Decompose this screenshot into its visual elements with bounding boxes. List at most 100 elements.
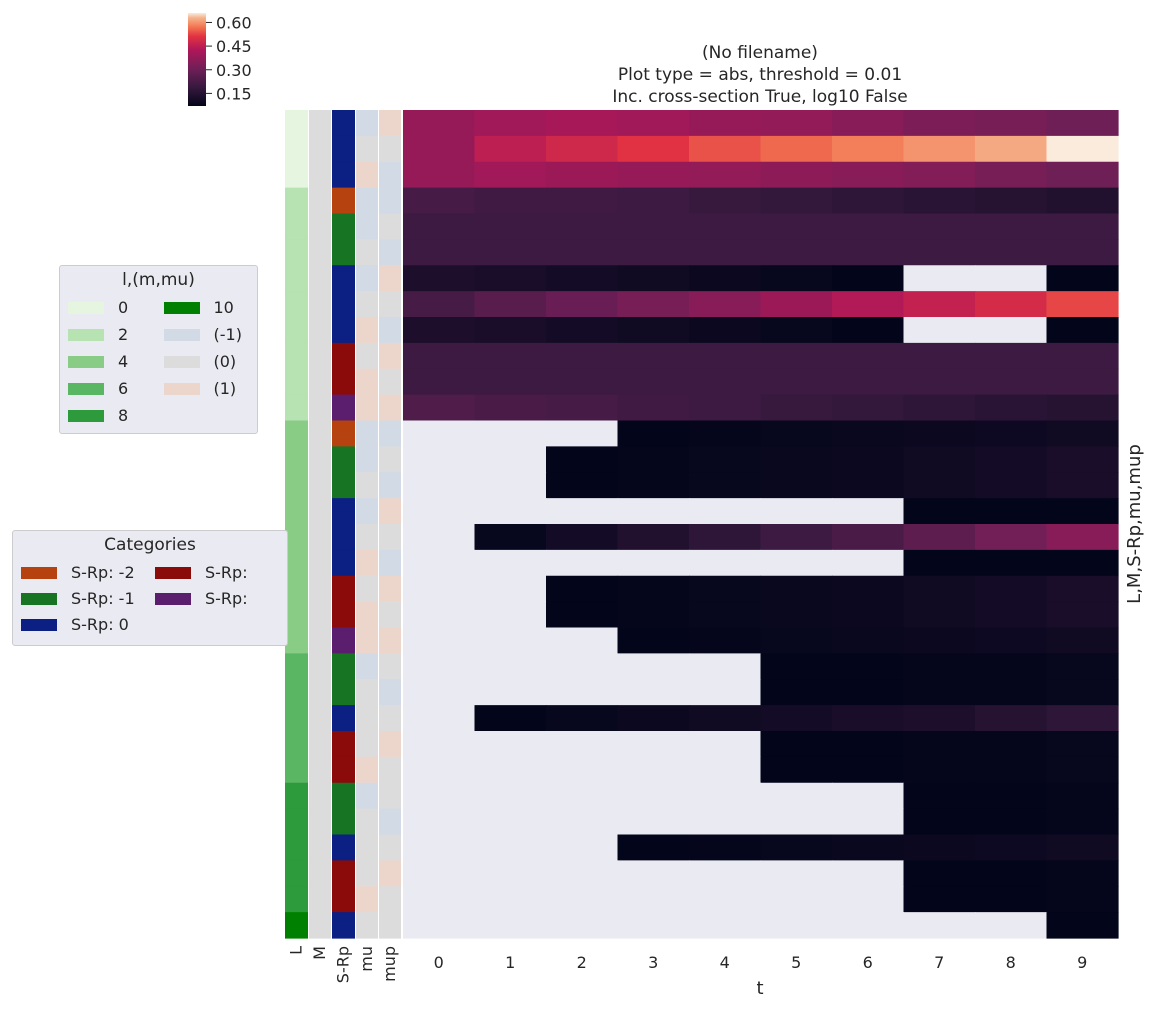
x-tick-label: 4 <box>720 953 730 972</box>
row-color-annotations <box>285 110 401 939</box>
legend-item: (0) <box>163 350 250 373</box>
heatmap-cell <box>546 808 619 836</box>
heatmap-cell <box>975 782 1048 810</box>
heatmap-cell <box>689 420 762 447</box>
heatmap-cell <box>903 265 976 292</box>
x-tick-label: 5 <box>791 953 801 972</box>
heatmap-cell <box>903 834 976 861</box>
row-color-l <box>285 498 308 525</box>
legend-label: (0) <box>213 352 237 371</box>
heatmap-cell <box>760 394 833 422</box>
row-color-m <box>309 860 331 887</box>
heatmap-cell <box>689 549 762 577</box>
row-color-m <box>309 575 331 603</box>
row-color-m <box>309 731 331 758</box>
heatmap-cell <box>617 446 690 473</box>
heatmap-cell <box>546 368 619 396</box>
heatmap-cell <box>975 317 1048 344</box>
row-color-mu <box>356 368 378 396</box>
heatmap-cell <box>975 756 1048 784</box>
heatmap-cell <box>832 291 905 318</box>
heatmap-cell <box>403 239 476 266</box>
heatmap-cell <box>832 161 905 189</box>
heatmap-cell <box>832 808 905 836</box>
heatmap-cell <box>403 627 476 654</box>
legend-item: 4 <box>68 350 154 373</box>
heatmap-cell <box>689 601 762 629</box>
legend-swatch <box>68 409 104 422</box>
row-color-m <box>309 834 331 861</box>
row-color-mup <box>379 912 401 939</box>
row-color-mup <box>379 446 401 473</box>
legend-item: S-Rp: <box>155 561 279 584</box>
heatmap-cell <box>617 187 690 215</box>
row-color-l <box>285 679 308 706</box>
heatmap-cell <box>617 110 690 137</box>
heatmap-cell <box>760 756 833 784</box>
heatmap-cell <box>760 265 833 292</box>
heatmap-cell <box>1046 808 1119 836</box>
heatmap-cell <box>832 342 905 370</box>
heatmap-cell <box>903 291 976 318</box>
row-color-l <box>285 213 308 240</box>
heatmap-cell <box>546 524 619 551</box>
heatmap-cell <box>903 731 976 758</box>
heatmap-cell <box>474 731 547 758</box>
heatmap-cell <box>903 756 976 784</box>
row-color-mup <box>379 679 401 706</box>
row-color-mup <box>379 187 401 215</box>
row-color-m <box>309 886 331 913</box>
heatmap-cell <box>1046 782 1119 810</box>
colorbar-tick-label: 0.45 <box>216 37 252 56</box>
legend-label: (-1) <box>213 325 242 344</box>
row-color-mup <box>379 213 401 240</box>
heatmap-cell <box>617 498 690 525</box>
heatmap-cell <box>403 575 476 603</box>
heatmap-cell <box>832 575 905 603</box>
row-color-s-rp <box>332 291 355 318</box>
heatmap-cell <box>617 834 690 861</box>
heatmap-cell <box>403 886 476 913</box>
row-color-mu <box>356 420 378 447</box>
row-color-mu <box>356 239 378 266</box>
heatmap-cell <box>832 705 905 732</box>
heatmap-cell <box>760 705 833 732</box>
heatmap-cell <box>760 291 833 318</box>
row-color-m <box>309 446 331 473</box>
heatmap-cell <box>903 886 976 913</box>
legend-swatch <box>163 382 200 395</box>
heatmap-cell <box>546 705 619 732</box>
heatmap-cell <box>832 549 905 577</box>
row-color-mu <box>356 161 378 189</box>
x-tick-label: 8 <box>1006 953 1016 972</box>
legend-swatch <box>163 355 200 368</box>
x-tick-labels: 0 1 2 3 4 5 6 7 8 9 <box>434 953 1088 972</box>
legend-item: S-Rp: <box>155 587 279 610</box>
heatmap-cell <box>832 834 905 861</box>
row-color-m <box>309 394 331 422</box>
legend-label: S-Rp: <box>205 589 248 608</box>
row-color-mup <box>379 317 401 344</box>
annotation-column-label: S-Rp <box>334 946 353 983</box>
row-color-s-rp <box>332 420 355 447</box>
heatmap-cell <box>1046 679 1119 706</box>
row-color-mup <box>379 394 401 422</box>
heatmap-cell <box>689 860 762 887</box>
heatmap-cell <box>832 886 905 913</box>
legend-label: 10 <box>213 298 234 317</box>
row-color-mu <box>356 213 378 240</box>
row-color-mup <box>379 756 401 784</box>
heatmap-cell <box>546 420 619 447</box>
row-color-l <box>285 161 308 189</box>
heatmap-cell <box>689 653 762 680</box>
legend-label: 4 <box>118 352 129 371</box>
heatmap-cell <box>546 653 619 680</box>
legend-swatch <box>68 301 104 314</box>
heatmap-cell <box>403 213 476 240</box>
heatmap-cell <box>832 110 905 137</box>
heatmap-cell <box>617 394 690 422</box>
heatmap-cell <box>546 782 619 810</box>
heatmap-cell <box>1046 601 1119 629</box>
heatmap-cell <box>617 705 690 732</box>
row-color-s-rp <box>332 187 355 215</box>
